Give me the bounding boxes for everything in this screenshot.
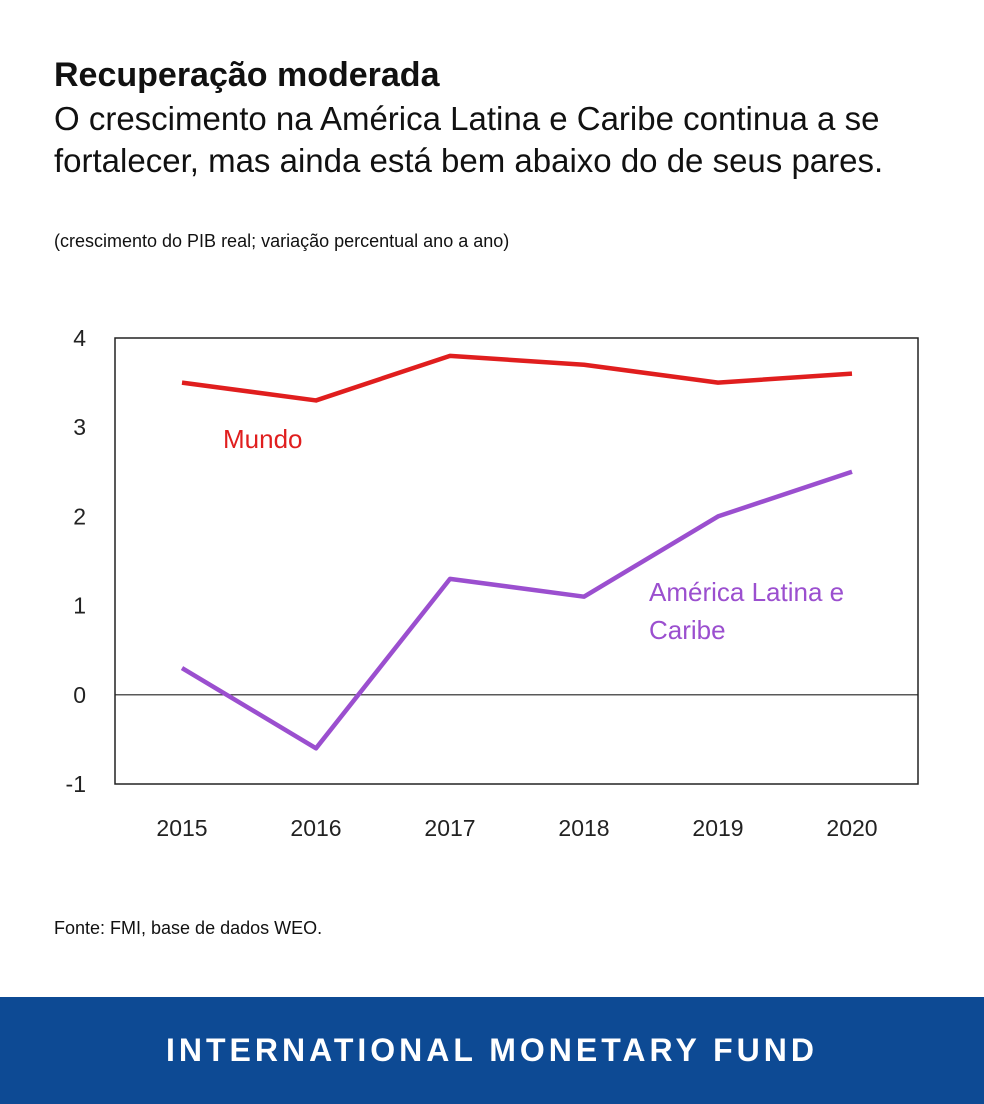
y-tick-label: 2 xyxy=(73,503,86,529)
x-tick-label: 2020 xyxy=(826,815,877,841)
org-name: INTERNATIONAL MONETARY FUND xyxy=(166,1032,818,1068)
x-tick-label: 2019 xyxy=(692,815,743,841)
footer-banner: INTERNATIONAL MONETARY FUND xyxy=(0,997,984,1104)
series-label: Mundo xyxy=(223,424,303,454)
x-tick-label: 2016 xyxy=(290,815,341,841)
x-tick-label: 2015 xyxy=(156,815,207,841)
y-tick-label: 3 xyxy=(73,414,86,440)
series-line-0 xyxy=(181,353,853,403)
line-chart: -1 0 1 2 3 4 2015 2016 2017 2018 2019 2020 Mundo Amér… xyxy=(66,325,919,841)
chart-subtitle: O crescimento na América Latina e Caribe… xyxy=(54,100,884,179)
y-tick-label: 4 xyxy=(73,325,86,351)
source-note: Fonte: FMI, base de dados WEO. xyxy=(54,918,323,938)
chart-units: (crescimento do PIB real; variação perce… xyxy=(54,231,510,251)
y-tick-label: 1 xyxy=(73,593,86,619)
x-tick-label: 2018 xyxy=(558,815,609,841)
series-line-1 xyxy=(180,469,853,751)
plot-frame xyxy=(114,337,919,785)
series-label: América Latina e xyxy=(649,577,844,607)
chart-title: Recuperação moderada xyxy=(54,56,440,94)
y-tick-label: -1 xyxy=(66,771,86,797)
y-tick-label: 0 xyxy=(73,682,86,708)
x-tick-label: 2017 xyxy=(424,815,475,841)
series-label: Caribe xyxy=(649,615,726,645)
